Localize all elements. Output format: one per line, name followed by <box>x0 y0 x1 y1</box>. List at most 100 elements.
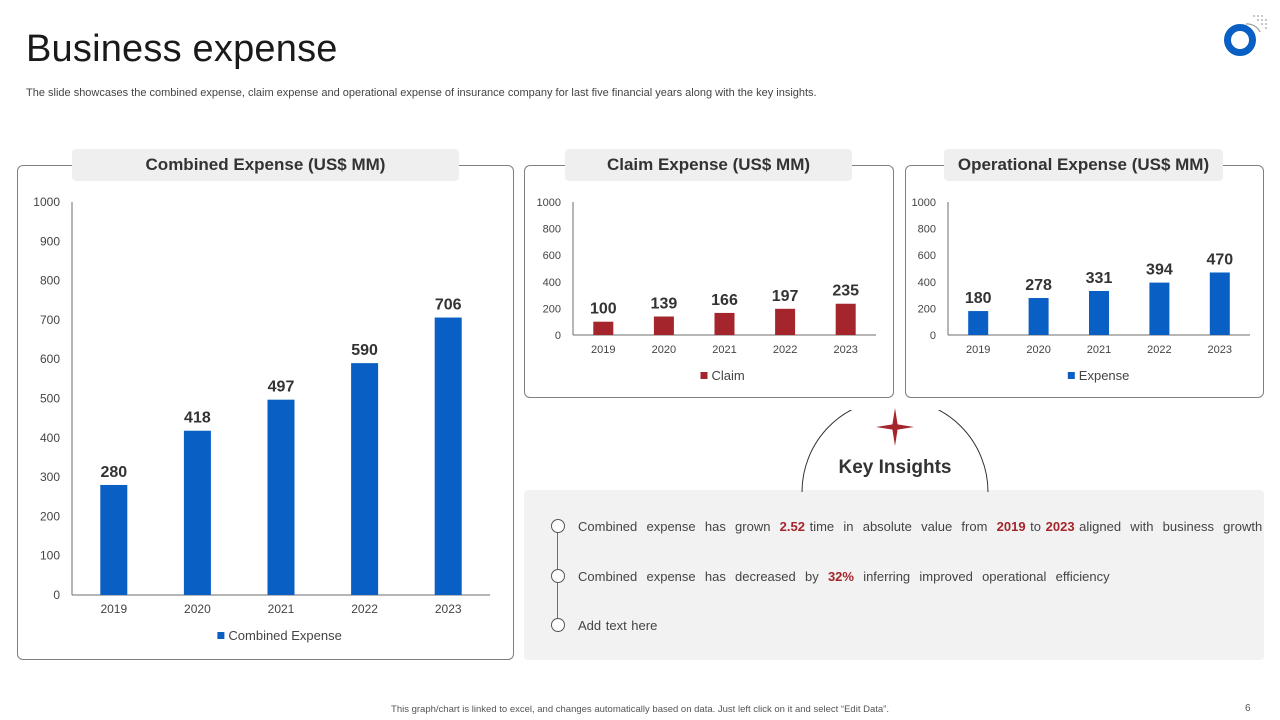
x-tick-label-2020: 2020 <box>184 602 211 616</box>
bar-2019 <box>968 311 989 335</box>
y-tick-label: 400 <box>40 431 60 445</box>
insight-segment: inferring improved operational efficienc… <box>853 569 1110 584</box>
y-tick-label: 1000 <box>33 195 60 209</box>
y-tick-label: 800 <box>543 224 561 236</box>
y-tick-label: 300 <box>40 470 60 484</box>
page-title: Business expense <box>26 28 338 70</box>
x-tick-label-2021: 2021 <box>1087 344 1111 356</box>
bar-2020 <box>653 316 674 335</box>
bar-2022 <box>351 363 379 595</box>
bar-2021 <box>714 312 735 335</box>
x-tick-label-2022: 2022 <box>351 602 378 616</box>
key-insights-arc <box>801 410 989 493</box>
data-label-2019: 180 <box>965 290 992 307</box>
insight-text: Combined expense has grown 2.52 time in … <box>578 519 1262 534</box>
insight-item: Combined expense has decreased by 32% in… <box>550 567 1250 587</box>
data-label-2021: 331 <box>1086 270 1113 287</box>
legend-label: Claim <box>712 368 745 383</box>
y-tick-label: 200 <box>918 303 936 315</box>
bar-2020 <box>183 430 211 595</box>
key-insights-heading: Key Insights <box>838 457 952 478</box>
data-label-2022: 590 <box>351 342 378 359</box>
data-label-2022: 197 <box>772 288 799 305</box>
y-tick-label: 900 <box>40 234 60 248</box>
legend-swatch <box>700 372 708 379</box>
data-label-2022: 394 <box>1146 262 1173 279</box>
insight-segment: Combined expense has decreased by <box>578 569 828 584</box>
bar-2023 <box>1209 272 1230 335</box>
y-tick-label: 0 <box>555 330 561 342</box>
insight-text: Add text here <box>578 618 657 633</box>
x-tick-label-2022: 2022 <box>1147 344 1171 356</box>
data-label-2019: 100 <box>590 301 617 318</box>
insight-item: Combined expense has grown 2.52 time in … <box>550 517 1262 537</box>
page-subtitle: The slide showcases the combined expense… <box>26 87 817 99</box>
operational-expense-title: Operational Expense (US$ MM) <box>944 149 1223 181</box>
y-tick-label: 200 <box>543 303 561 315</box>
legend-swatch <box>217 632 225 639</box>
footer-note: This graph/chart is linked to excel, and… <box>391 704 889 715</box>
legend-label: Expense <box>1079 368 1130 383</box>
claim-expense-title: Claim Expense (US$ MM) <box>565 149 852 181</box>
sparkle-icon <box>876 408 914 446</box>
bullet-circle-icon <box>551 618 565 632</box>
operational-expense-panel <box>905 165 1264 398</box>
page-number: 6 <box>1245 703 1251 714</box>
legend-swatch <box>1067 372 1075 379</box>
insight-segment: aligned with business growth <box>1074 519 1263 534</box>
y-tick-label: 500 <box>40 392 60 406</box>
combined-expense-title: Combined Expense (US$ MM) <box>72 149 459 181</box>
x-tick-label-2023: 2023 <box>1208 344 1232 356</box>
bullet-circle-icon <box>551 519 565 533</box>
data-label-2021: 497 <box>268 379 295 396</box>
x-tick-label-2020: 2020 <box>1026 344 1050 356</box>
bar-2019 <box>593 321 614 335</box>
x-tick-label-2020: 2020 <box>652 344 676 356</box>
x-tick-label-2021: 2021 <box>268 602 295 616</box>
data-label-2020: 139 <box>651 296 678 313</box>
data-label-2023: 235 <box>832 283 859 300</box>
legend-label: Combined Expense <box>228 628 341 643</box>
y-tick-label: 600 <box>543 250 561 262</box>
insight-segment: time in absolute value from <box>804 519 997 534</box>
key-insights-box <box>524 490 1264 660</box>
bullet-circle-icon <box>551 569 565 583</box>
y-tick-label: 1000 <box>912 197 936 209</box>
y-tick-label: 100 <box>40 549 60 563</box>
bar-2020 <box>1028 298 1049 335</box>
data-label-2023: 470 <box>1206 251 1233 268</box>
y-tick-label: 0 <box>53 588 60 602</box>
insight-segment: Add text here <box>578 618 658 633</box>
y-tick-label: 400 <box>918 277 936 289</box>
data-label-2021: 166 <box>711 292 738 309</box>
bar-2023 <box>835 303 856 335</box>
bar-2021 <box>267 399 295 595</box>
data-label-2019: 280 <box>100 464 127 481</box>
y-tick-label: 800 <box>40 274 60 288</box>
insight-segment: Combined expense has grown <box>578 519 780 534</box>
y-tick-label: 0 <box>930 330 936 342</box>
x-tick-label-2023: 2023 <box>435 602 462 616</box>
y-tick-label: 400 <box>543 277 561 289</box>
x-tick-label-2019: 2019 <box>966 344 990 356</box>
bar-2022 <box>775 308 796 335</box>
insight-highlight: 2019 <box>996 519 1026 534</box>
y-tick-label: 600 <box>40 352 60 366</box>
x-tick-label-2019: 2019 <box>591 344 615 356</box>
combined-expense-panel <box>17 165 514 660</box>
brand-logo-icon <box>1224 15 1267 56</box>
x-tick-label-2019: 2019 <box>100 602 127 616</box>
data-label-2020: 278 <box>1025 277 1052 294</box>
bar-2021 <box>1089 290 1109 335</box>
bar-2022 <box>1149 282 1170 335</box>
insight-highlight: 2.52 <box>779 519 805 534</box>
bar-2023 <box>434 317 462 595</box>
x-tick-label-2021: 2021 <box>712 344 736 356</box>
x-tick-label-2023: 2023 <box>833 344 857 356</box>
insight-highlight: 2023 <box>1045 519 1075 534</box>
data-label-2023: 706 <box>435 297 462 314</box>
insight-segment: to <box>1025 519 1046 534</box>
claim-expense-panel <box>524 165 894 398</box>
